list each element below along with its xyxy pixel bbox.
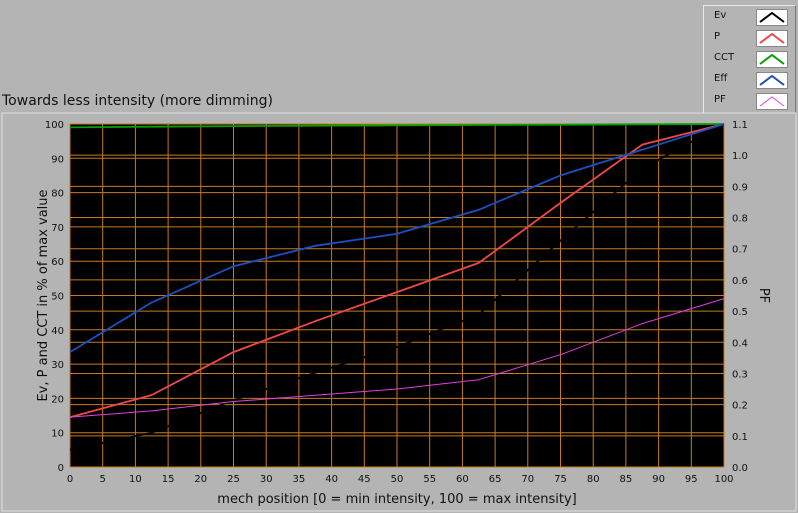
y2-tick-label: 0.2	[732, 401, 748, 412]
y-tick-label: 70	[51, 223, 64, 234]
y-tick-label: 60	[51, 257, 64, 268]
x-tick-label: 90	[652, 474, 665, 485]
x-tick-label: 20	[194, 474, 207, 485]
x-tick-label: 5	[100, 474, 106, 485]
y-tick-label: 40	[51, 326, 64, 337]
legend-label: P	[714, 31, 721, 42]
legend-item-cct: CCT	[704, 48, 795, 69]
y2-tick-label: 0.1	[732, 432, 748, 443]
y2-tick-label: 1.0	[732, 151, 748, 162]
legend-swatch	[756, 51, 788, 68]
y-tick-label: 100	[45, 120, 64, 131]
x-tick-label: 35	[293, 474, 306, 485]
legend-label: PF	[714, 94, 726, 105]
x-tick-label: 95	[685, 474, 698, 485]
legend-item-ev: Ev	[704, 6, 795, 27]
x-tick-label: 50	[391, 474, 404, 485]
x-tick-label: 75	[554, 474, 567, 485]
x-axis-label: mech position [0 = min intensity, 100 = …	[217, 492, 576, 507]
y-tick-label: 80	[51, 189, 64, 200]
y2-tick-label: 0.0	[732, 463, 748, 474]
x-tick-label: 80	[587, 474, 600, 485]
x-tick-label: 40	[325, 474, 338, 485]
y2-tick-label: 1.1	[732, 120, 748, 131]
x-tick-label: 25	[227, 474, 240, 485]
legend-item-eff: Eff	[704, 69, 795, 90]
y-tick-label: 20	[51, 394, 64, 405]
series-line-p	[69, 123, 725, 419]
legend-swatch	[756, 93, 788, 110]
y2-tick-label: 0.4	[732, 338, 748, 349]
x-tick-label: 10	[129, 474, 142, 485]
x-tick-label: 60	[456, 474, 469, 485]
y-tick-label: 30	[51, 360, 64, 371]
x-tick-label: 15	[162, 474, 175, 485]
y-tick-label: 90	[51, 154, 64, 165]
legend-label: CCT	[714, 52, 735, 63]
legend-label: Ev	[714, 10, 727, 21]
y2-tick-label: 0.9	[732, 182, 748, 193]
series-line-eff	[69, 123, 725, 353]
legend-item-pf: PF	[704, 90, 795, 111]
x-tick-label: 70	[521, 474, 534, 485]
y2-tick-label: 0.5	[732, 307, 748, 318]
x-tick-label: 100	[714, 474, 733, 485]
x-tick-label: 85	[620, 474, 633, 485]
y2-tick-label: 0.3	[732, 369, 748, 380]
legend-swatch	[756, 30, 788, 47]
chart-title: Towards less intensity (more dimming)	[2, 93, 273, 109]
series-line-pf	[69, 298, 725, 418]
series-line-ev	[69, 123, 725, 451]
legend-label: Eff	[714, 73, 728, 84]
x-tick-label: 45	[358, 474, 371, 485]
legend: Ev P CCT Eff PF	[703, 5, 796, 115]
x-tick-label: 0	[67, 474, 73, 485]
legend-item-p: P	[704, 27, 795, 48]
y2-tick-label: 0.8	[732, 214, 748, 225]
y2-axis-label: PF	[756, 288, 771, 303]
y-tick-label: 10	[51, 429, 64, 440]
legend-swatch	[756, 9, 788, 26]
x-tick-label: 65	[489, 474, 502, 485]
y2-tick-label: 0.7	[732, 245, 748, 256]
y-tick-label: 50	[51, 292, 64, 303]
y-axis-label: Ev, P and CCT in % of max value	[36, 189, 51, 401]
y-tick-label: 0	[58, 463, 64, 474]
y2-tick-label: 0.6	[732, 276, 748, 287]
legend-swatch	[756, 72, 788, 89]
x-tick-label: 30	[260, 474, 273, 485]
x-tick-label: 55	[423, 474, 436, 485]
series-line-cct	[69, 123, 725, 129]
